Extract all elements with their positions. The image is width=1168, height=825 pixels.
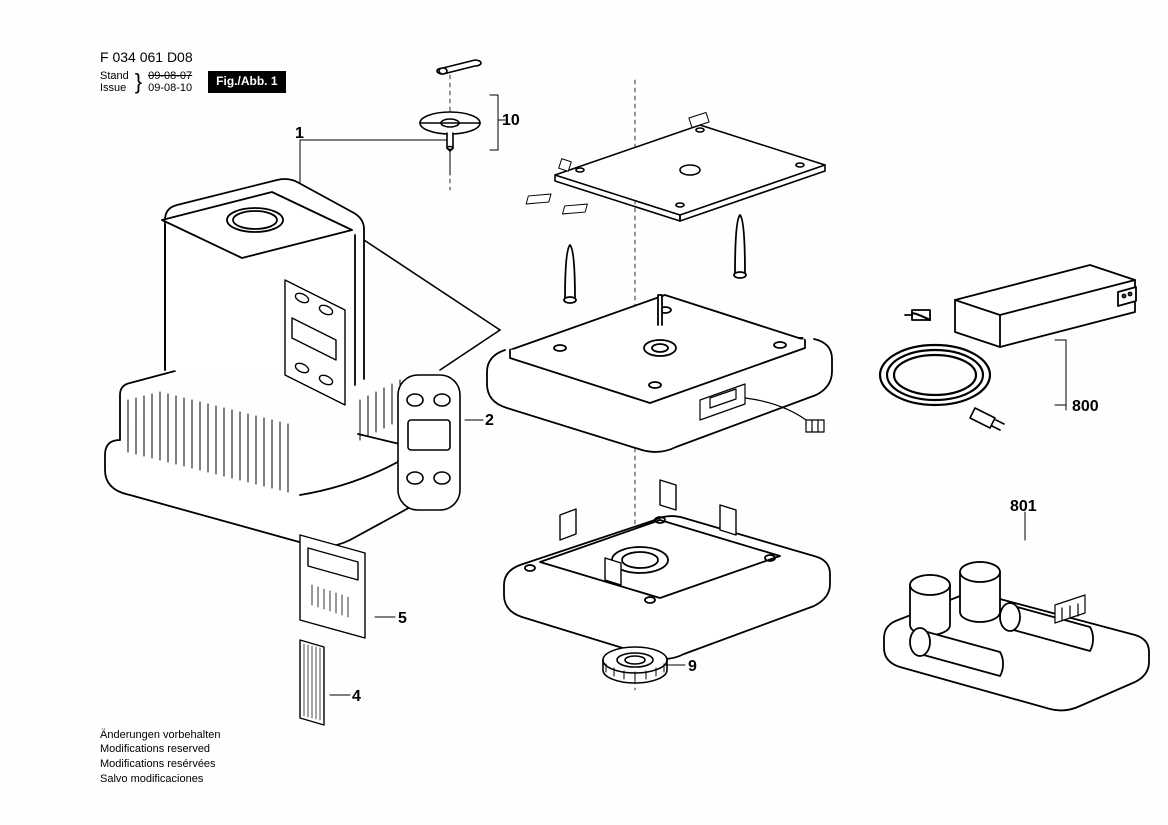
figure-badge: Fig./Abb. 1 (208, 71, 285, 93)
footer-es: Salvo modificaciones (100, 772, 220, 787)
footer-de: Änderungen vorbehalten (100, 728, 220, 743)
part-2-keypad (398, 375, 460, 510)
issue-block: Stand Issue } 09-08-07 09-08-10 Fig./Abb… (100, 70, 286, 94)
part-5-driver-board (300, 535, 365, 638)
callout-4: 4 (352, 688, 361, 706)
exploded-view-diagram (0, 0, 1168, 825)
callout-1: 1 (295, 125, 304, 143)
drawing-header: F 034 061 D08 Stand Issue } 09-08-07 09-… (100, 48, 286, 94)
part-6-pcb (526, 112, 825, 221)
callout-801: 801 (1010, 498, 1037, 516)
new-date: 09-08-10 (148, 82, 192, 94)
issue-label: Issue (100, 82, 129, 94)
part-7-mid-housing (487, 215, 832, 452)
callout-800: 800 (1072, 398, 1099, 416)
part-4-ribbon (300, 640, 324, 725)
callout-5: 5 (398, 610, 407, 628)
callout-9: 9 (688, 658, 697, 676)
stand-label: Stand (100, 70, 129, 82)
part-number: F 034 061 D08 (100, 48, 286, 66)
part-801-battery (884, 562, 1149, 710)
callout-8: 8 (778, 567, 787, 585)
part-10-post (437, 60, 481, 74)
callout-6: 6 (768, 168, 777, 186)
footer-en: Modifications reserved (100, 742, 220, 757)
part-10-cap (420, 112, 480, 151)
part-1-main-unit (105, 179, 423, 547)
part-9-knob (603, 647, 667, 683)
callout-2: 2 (485, 412, 494, 430)
callout-10: 10 (502, 112, 520, 130)
old-date: 09-08-07 (148, 70, 192, 82)
modifications-footer: Änderungen vorbehalten Modifications res… (100, 728, 220, 787)
footer-fr: Modifications resérvées (100, 757, 220, 772)
brace-icon: } (135, 73, 142, 91)
callout-7: 7 (795, 335, 804, 353)
